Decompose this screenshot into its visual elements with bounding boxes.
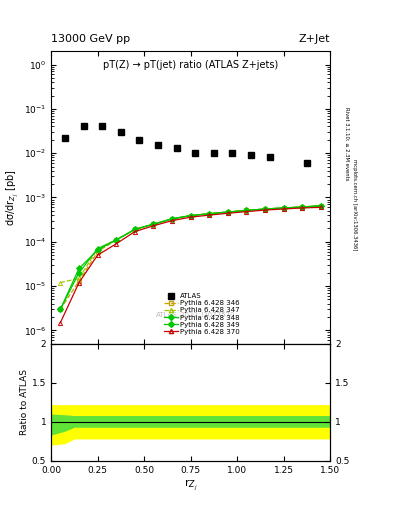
Legend: ATLAS, Pythia 6.428 346, Pythia 6.428 347, Pythia 6.428 348, Pythia 6.428 349, P: ATLAS, Pythia 6.428 346, Pythia 6.428 34… [161, 291, 243, 337]
Text: 13000 GeV pp: 13000 GeV pp [51, 33, 130, 44]
X-axis label: r$_{Z_j}$: r$_{Z_j}$ [184, 477, 197, 493]
Text: Z+Jet: Z+Jet [299, 33, 330, 44]
Y-axis label: Ratio to ATLAS: Ratio to ATLAS [20, 369, 29, 435]
Text: ATLAS_2022_I2077570: ATLAS_2022_I2077570 [156, 311, 236, 318]
Text: mcplots.cern.ch [arXiv:1306.3436]: mcplots.cern.ch [arXiv:1306.3436] [352, 159, 357, 250]
Text: pT(Z) → pT(jet) ratio (ATLAS Z+jets): pT(Z) → pT(jet) ratio (ATLAS Z+jets) [103, 60, 278, 70]
Y-axis label: dσ/dr$_{Z_j}$ [pb]: dσ/dr$_{Z_j}$ [pb] [5, 169, 21, 226]
Text: Rivet 3.1.10; ≥ 2.3M events: Rivet 3.1.10; ≥ 2.3M events [344, 106, 349, 180]
